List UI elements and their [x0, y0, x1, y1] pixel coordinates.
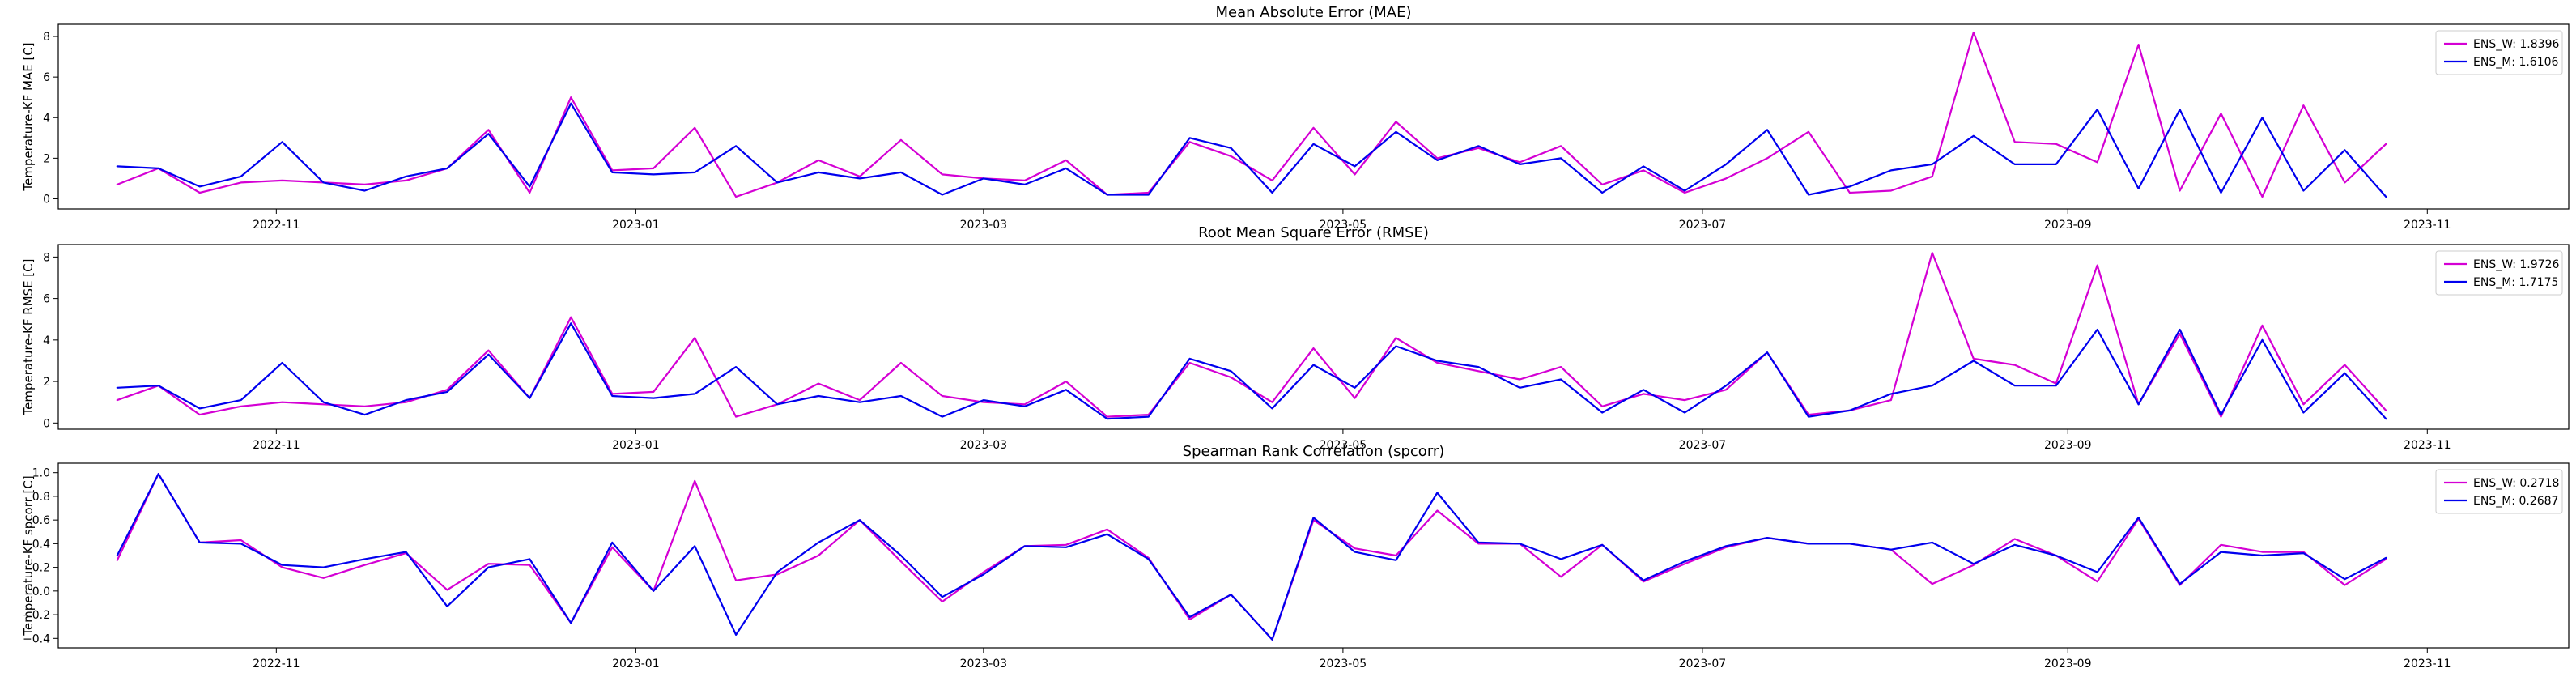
series-line-ens-w	[116, 31, 2387, 198]
x-tick-label: 2023-09	[2044, 219, 2092, 232]
y-axis-label: Temperature-KF RMSE [C]	[21, 259, 36, 416]
x-tick-label: 2023-11	[2404, 658, 2451, 671]
chart-panel-3: Spearman Rank Correlation (spcorr) Temper…	[21, 443, 2570, 671]
chart-panel-2: Root Mean Square Error (RMSE) Temperature…	[21, 224, 2570, 452]
chart-title: Mean Absolute Error (MAE)	[1215, 4, 1411, 21]
y-tick-label: −0.4	[23, 632, 50, 645]
x-tick-label: 2023-07	[1679, 219, 1727, 232]
x-tick-label: 2023-07	[1679, 439, 1727, 452]
y-tick-label: 0.8	[32, 491, 50, 504]
x-tick-label: 2022-11	[253, 439, 300, 452]
x-tick-label: 2023-03	[960, 219, 1008, 232]
x-tick-label: 2022-11	[253, 658, 300, 671]
x-tick-label: 2023-01	[612, 439, 660, 452]
series-line-ens-m	[116, 473, 2387, 641]
y-tick-label: 0.2	[32, 562, 50, 575]
plot-area-frame	[57, 244, 2570, 430]
y-tick-label: 1.0	[32, 467, 50, 480]
x-tick-label: 2023-07	[1679, 658, 1727, 671]
y-tick-label: 0.6	[32, 514, 50, 527]
plot-area-frame	[57, 462, 2570, 649]
y-tick-label: 8	[43, 251, 50, 264]
y-tick-label: 4	[43, 334, 50, 347]
x-tick-label: 2023-09	[2044, 658, 2092, 671]
x-tick-label: 2023-09	[2044, 439, 2092, 452]
x-tick-label: 2023-03	[960, 658, 1008, 671]
y-tick-label: 6	[43, 71, 50, 84]
y-axis-label: Temperature-KF MAE [C]	[21, 42, 36, 191]
legend-label: ENS_W: 0.2718	[2473, 477, 2559, 490]
series-line-ens-w	[116, 252, 2387, 418]
y-tick-label: 0	[43, 193, 50, 206]
legend-box	[2435, 30, 2563, 75]
legend: ENS_W: 0.2718 ENS_M: 0.2687	[2435, 469, 2563, 514]
chart-title: Root Mean Square Error (RMSE)	[1198, 224, 1429, 241]
legend-label: ENS_M: 1.7175	[2473, 276, 2558, 289]
y-tick-label: 2	[43, 152, 50, 165]
y-axis-label: Temperature-KF spcorr [C]	[21, 475, 36, 636]
x-tick-label: 2023-05	[1320, 219, 1367, 232]
y-tick-label: 2	[43, 376, 50, 389]
legend: ENS_W: 1.9726 ENS_M: 1.7175	[2435, 250, 2563, 296]
x-tick-label: 2023-11	[2404, 439, 2451, 452]
y-tick-label: 0	[43, 417, 50, 430]
series-line-ens-m	[116, 322, 2387, 420]
series-line-ens-m	[116, 102, 2387, 198]
plot-area-frame	[57, 23, 2570, 210]
x-tick-label: 2023-11	[2404, 219, 2451, 232]
y-tick-label: 8	[43, 31, 50, 44]
chart-panel-1: Mean Absolute Error (MAE) Temperature-KF …	[21, 4, 2570, 232]
legend-box	[2435, 469, 2563, 514]
legend-label: ENS_W: 1.8396	[2473, 38, 2559, 51]
chart-title: Spearman Rank Correlation (spcorr)	[1183, 443, 1445, 460]
x-tick-label: 2023-05	[1320, 658, 1367, 671]
legend-label: ENS_W: 1.9726	[2473, 258, 2559, 271]
legend-label: ENS_M: 1.6106	[2473, 56, 2559, 69]
legend: ENS_W: 1.8396 ENS_M: 1.6106	[2435, 30, 2563, 75]
y-tick-label: 6	[43, 293, 50, 306]
x-tick-label: 2023-03	[960, 439, 1008, 452]
x-tick-label: 2023-01	[612, 219, 660, 232]
x-tick-label: 2023-01	[612, 658, 660, 671]
series-line-ens-w	[116, 473, 2387, 641]
x-tick-label: 2023-05	[1320, 439, 1367, 452]
y-tick-label: −0.2	[23, 609, 50, 622]
legend-label: ENS_M: 0.2687	[2473, 495, 2558, 508]
y-tick-label: 0.4	[32, 538, 50, 551]
legend-box	[2435, 250, 2563, 296]
y-tick-label: 4	[43, 112, 50, 125]
y-tick-label: 0.0	[32, 585, 50, 598]
x-tick-label: 2022-11	[253, 219, 300, 232]
